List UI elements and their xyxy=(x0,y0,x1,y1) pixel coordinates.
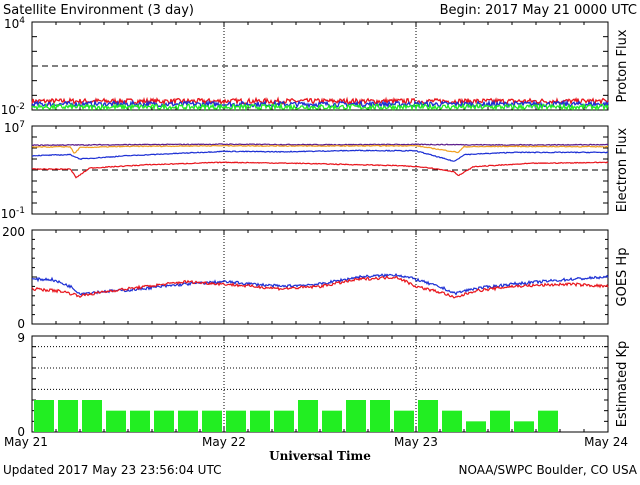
y-tick-exponent: 4 xyxy=(19,16,25,26)
series-blue-line xyxy=(31,149,609,162)
kp-bar xyxy=(82,400,102,432)
y-tick-label: 0 xyxy=(17,317,25,331)
kp-bar xyxy=(130,410,150,432)
chart-title: Satellite Environment (3 day) xyxy=(3,3,194,18)
series-red-line xyxy=(31,161,609,179)
panel-frame xyxy=(31,21,609,111)
kp-bar xyxy=(418,400,438,432)
updated-label: Updated 2017 May 23 23:56:04 UTC xyxy=(3,463,221,477)
series-red-line xyxy=(31,275,609,299)
kp-bar xyxy=(154,410,174,432)
x-tick-label-1: May 22 xyxy=(202,435,246,449)
series-red-line xyxy=(31,96,609,107)
kp-bar xyxy=(346,400,366,432)
kp-bar xyxy=(514,421,534,432)
kp-bar xyxy=(442,410,462,432)
kp-bar xyxy=(538,410,558,432)
panel-goes-hp: 200 0 GOES Hp xyxy=(2,225,630,331)
kp-bar xyxy=(298,400,318,432)
panel-frame xyxy=(31,125,609,215)
x-tick-label-0: May 21 xyxy=(4,435,48,449)
series-purple-line xyxy=(31,143,609,147)
kp-bar xyxy=(34,400,54,432)
kp-bar xyxy=(394,410,414,432)
panel-frame xyxy=(31,229,609,325)
kp-bar xyxy=(490,410,510,432)
kp-bar xyxy=(202,410,222,432)
kp-bar xyxy=(106,410,126,432)
y-tick-exponent: 7 xyxy=(19,120,25,130)
kp-bar xyxy=(274,410,294,432)
kp-bar xyxy=(250,410,270,432)
series-orange-line xyxy=(31,144,609,154)
x-tick-label-2: May 23 xyxy=(394,435,438,449)
y-tick-label: 104 xyxy=(4,16,25,31)
panel-estimated-kp: 9 0 Estimated Kp xyxy=(17,331,630,439)
x-axis-label: Universal Time xyxy=(269,449,371,463)
y-axis-label: Electron Flux xyxy=(615,127,630,212)
y-axis-label: GOES Hp xyxy=(615,248,630,307)
y-tick-label: 200 xyxy=(2,225,25,239)
y-tick-label: 9 xyxy=(17,331,25,345)
y-tick-label: 10-2 xyxy=(1,102,25,117)
credit-label: NOAA/SWPC Boulder, CO USA xyxy=(459,463,638,477)
begin-label: Begin: 2017 May 21 0000 UTC xyxy=(440,3,637,18)
kp-bar xyxy=(178,410,198,432)
kp-bar xyxy=(370,400,390,432)
y-tick-base: 10 xyxy=(4,121,19,135)
y-tick-exponent: -1 xyxy=(16,206,25,216)
y-tick-base: 10 xyxy=(1,207,16,221)
kp-bar xyxy=(226,410,246,432)
y-axis-label: Proton Flux xyxy=(615,29,630,102)
y-tick-label: 107 xyxy=(4,120,25,135)
y-tick-base: 10 xyxy=(1,103,16,117)
series-green-line xyxy=(31,101,609,112)
y-tick-exponent: -2 xyxy=(16,102,25,112)
y-tick-label: 10-1 xyxy=(1,206,25,221)
y-tick-base: 10 xyxy=(4,17,19,31)
y-axis-label: Estimated Kp xyxy=(615,341,630,428)
kp-bar xyxy=(466,421,486,432)
kp-bar xyxy=(322,410,342,432)
kp-bar xyxy=(58,400,78,432)
y-tick-label: 0 xyxy=(17,425,25,439)
series-blue-line xyxy=(31,273,609,296)
x-tick-label-3: May 24 xyxy=(584,435,628,449)
